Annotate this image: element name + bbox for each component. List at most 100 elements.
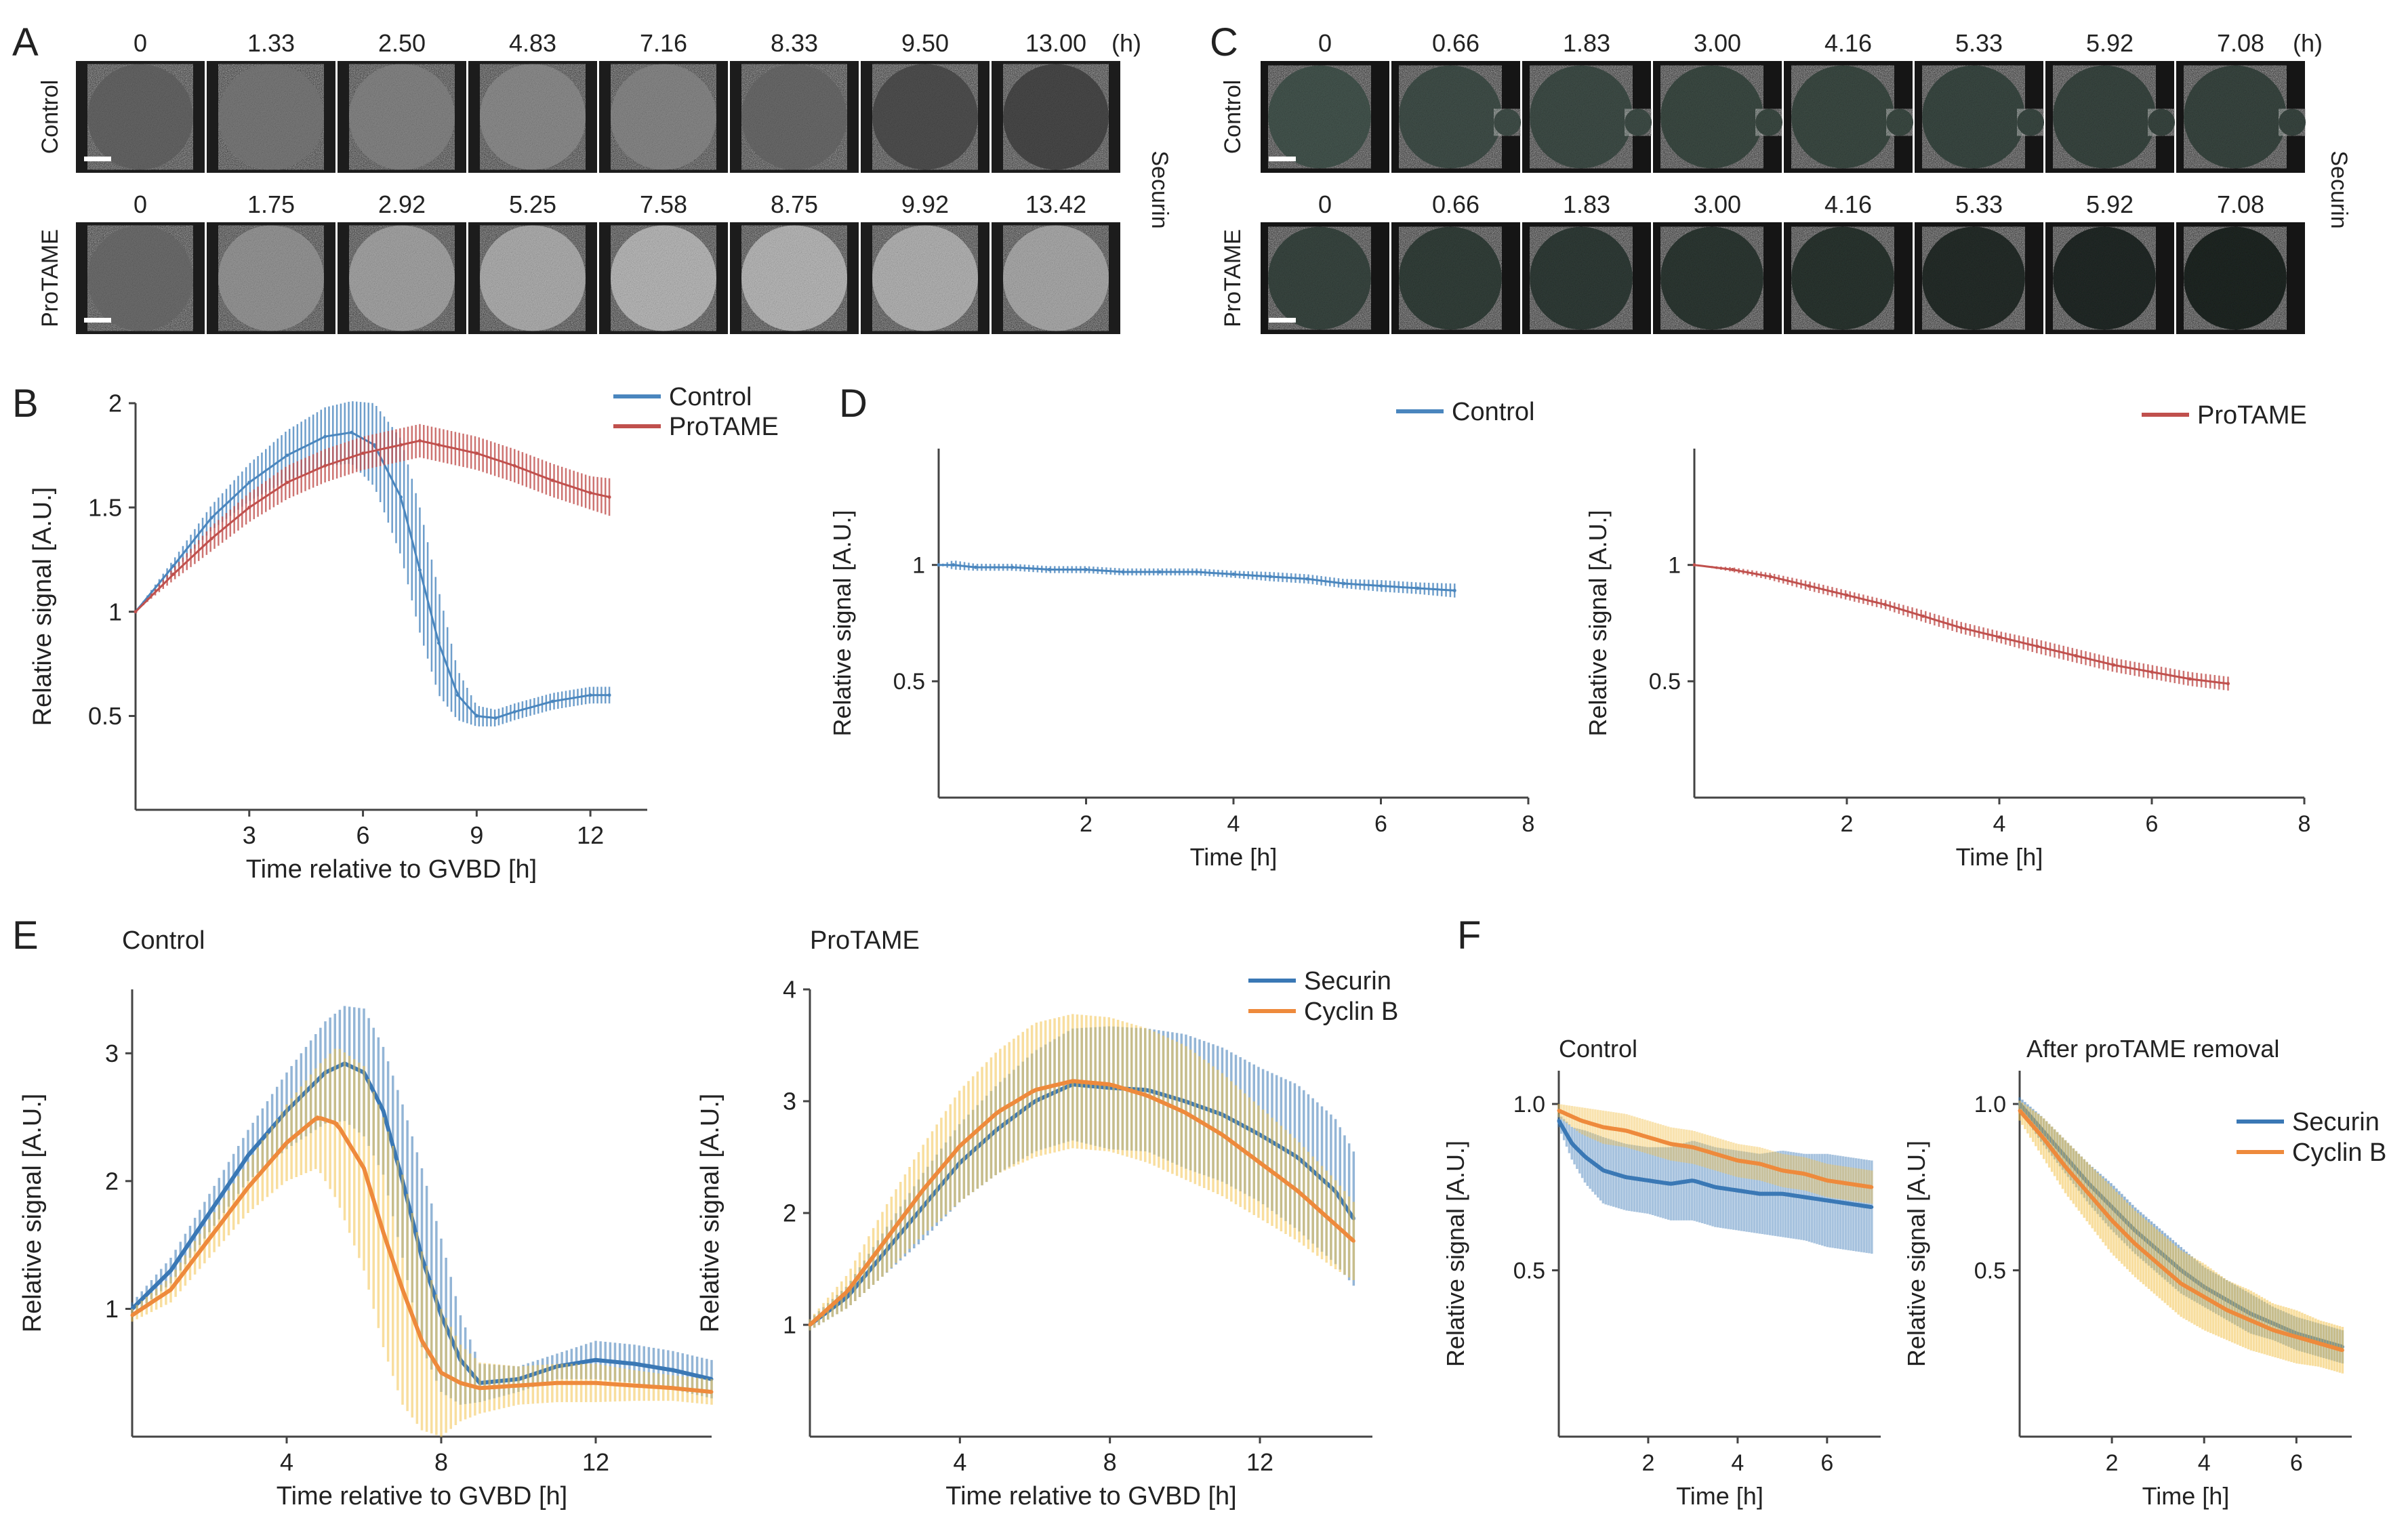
data-point bbox=[1713, 1185, 1717, 1189]
oocyte-image bbox=[1922, 65, 2025, 169]
x-tick-label: 8 bbox=[2298, 811, 2311, 837]
data-point bbox=[1158, 570, 1162, 574]
oocyte-image bbox=[87, 225, 193, 331]
data-point bbox=[2133, 1241, 2137, 1246]
data-point bbox=[1557, 1119, 1561, 1123]
data-point bbox=[246, 1185, 250, 1189]
data-point bbox=[399, 495, 403, 499]
y-tick-label: 2 bbox=[108, 390, 122, 417]
scale-bar bbox=[1269, 318, 1296, 323]
data-point bbox=[1825, 1198, 1829, 1202]
data-point bbox=[2110, 1218, 2114, 1223]
oocyte-image bbox=[1268, 226, 1371, 330]
oocyte-image bbox=[2184, 65, 2287, 169]
data-point bbox=[247, 480, 251, 485]
y-axis-label: Relative signal [A.U.] bbox=[696, 1094, 725, 1333]
y-axis-label: Relative signal [A.U.] bbox=[28, 487, 57, 726]
panel-a-time-label: 2.50 bbox=[378, 29, 426, 57]
panel-a-time-label: 0 bbox=[134, 29, 147, 57]
data-point bbox=[474, 451, 478, 455]
data-point bbox=[671, 1386, 675, 1390]
data-point bbox=[1713, 1152, 1717, 1156]
y-tick-label: 0.5 bbox=[88, 702, 122, 730]
data-point bbox=[1669, 1182, 1673, 1186]
y-tick-label: 2 bbox=[783, 1199, 796, 1227]
panel-c-time-label: 0.66 bbox=[1432, 190, 1480, 218]
data-point bbox=[2340, 1348, 2344, 1352]
oocyte-image bbox=[1530, 226, 1633, 330]
y-tick-label: 1 bbox=[108, 598, 122, 625]
data-point bbox=[996, 1111, 1000, 1114]
polar-body-image bbox=[2017, 108, 2044, 136]
oocyte-image bbox=[218, 225, 324, 331]
data-point bbox=[362, 1166, 366, 1170]
data-point bbox=[2087, 1192, 2091, 1196]
oocyte-image bbox=[1268, 65, 1371, 169]
data-point bbox=[246, 1153, 250, 1157]
legend-label: Cyclin B bbox=[2292, 1138, 2386, 1167]
panel-c-time-label: 5.92 bbox=[2086, 29, 2134, 57]
panel-c-side-label: Securin bbox=[2326, 150, 2352, 228]
y-tick-label: 0.5 bbox=[1974, 1258, 2006, 1283]
oocyte-image bbox=[349, 225, 455, 331]
y-tick-label: 1 bbox=[1668, 553, 1681, 579]
panel-letter-a: A bbox=[12, 20, 39, 64]
polar-body-image bbox=[2148, 108, 2175, 136]
y-tick-label: 0.5 bbox=[893, 669, 925, 695]
data-point bbox=[285, 480, 289, 485]
x-tick-label: 2 bbox=[1080, 811, 1093, 837]
data-point bbox=[1883, 602, 1887, 607]
data-point bbox=[130, 1313, 134, 1317]
data-point bbox=[2150, 670, 2154, 674]
oocyte-image bbox=[349, 64, 455, 170]
legend-label: Securin bbox=[2292, 1108, 2380, 1136]
data-point bbox=[1646, 1178, 1650, 1183]
x-tick-label: 9 bbox=[470, 821, 483, 849]
data-point bbox=[2035, 644, 2039, 649]
y-tick-label: 1.0 bbox=[1513, 1092, 1545, 1117]
x-tick-label: 4 bbox=[1993, 811, 2006, 837]
data-point bbox=[1601, 1125, 1606, 1129]
data-point bbox=[1452, 588, 1456, 592]
data-point bbox=[1351, 1239, 1355, 1243]
panel-a-row-label-1: ProTAME bbox=[37, 229, 63, 327]
panel-a-side-label: Securin bbox=[1147, 150, 1172, 228]
data-point bbox=[883, 1239, 887, 1243]
x-axis-label: Time relative to GVBD [h] bbox=[246, 855, 537, 884]
y-tick-label: 1 bbox=[783, 1311, 796, 1339]
oocyte-image bbox=[218, 64, 324, 170]
data-point bbox=[1333, 1223, 1337, 1226]
data-point bbox=[1342, 581, 1346, 586]
x-tick-label: 2 bbox=[2106, 1450, 2119, 1476]
data-point bbox=[1669, 1142, 1673, 1146]
data-point bbox=[169, 1288, 173, 1292]
panel-a-time-label: 8.75 bbox=[771, 190, 818, 218]
panel-c-time-label: 5.33 bbox=[1955, 190, 2003, 218]
y-tick-label: 3 bbox=[105, 1040, 119, 1067]
data-point bbox=[1921, 614, 1925, 618]
chart-d-right: 2 4 6 8 0.5 1 Time [h] Relative signal [A.U.] Pr… bbox=[1584, 401, 2310, 871]
data-point bbox=[2271, 1328, 2275, 1332]
x-axis-label: Time [h] bbox=[2142, 1482, 2230, 1510]
data-point bbox=[285, 1141, 289, 1145]
panel-letter-e: E bbox=[12, 913, 39, 958]
data-point bbox=[1736, 1189, 1740, 1193]
data-point bbox=[1047, 568, 1051, 572]
chart-b: 3 6 9 12 0.5 1 1.5 2 Time relative to GVBD [h] Re… bbox=[28, 383, 779, 884]
panel-letter-f: F bbox=[1457, 913, 1481, 958]
oocyte-image bbox=[2053, 65, 2156, 169]
panel-letter-c: C bbox=[1210, 20, 1238, 64]
data-point bbox=[417, 568, 422, 572]
oocyte-image bbox=[1660, 226, 1763, 330]
x-tick-label: 6 bbox=[2290, 1450, 2303, 1476]
chart-title: Control bbox=[1559, 1035, 1637, 1063]
data-point bbox=[1557, 1109, 1561, 1113]
data-point bbox=[1870, 1185, 1874, 1189]
oocyte-image bbox=[1791, 226, 1894, 330]
oocyte-image bbox=[1003, 225, 1109, 331]
data-point bbox=[474, 714, 478, 718]
data-point bbox=[1268, 575, 1272, 579]
panel-c-time-label: 3.00 bbox=[1694, 190, 1741, 218]
data-point bbox=[2074, 654, 2077, 658]
